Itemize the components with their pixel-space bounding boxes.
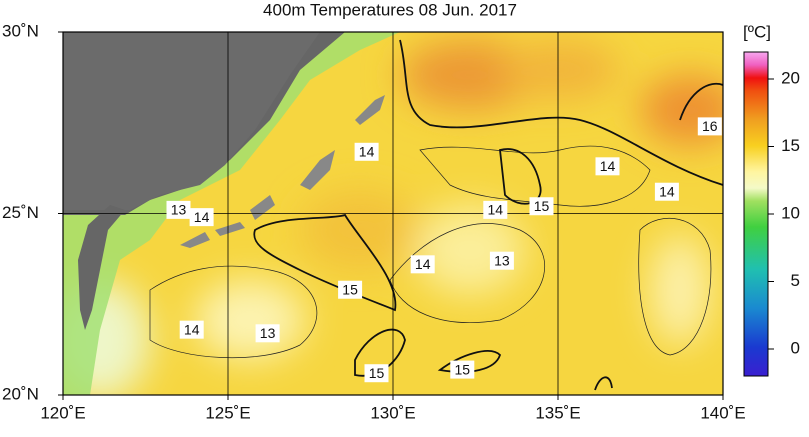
contour-label-box (595, 157, 620, 176)
contour-label: 14 (659, 183, 675, 199)
contour-label-box (166, 200, 191, 219)
contour-label-box (654, 182, 679, 201)
x-tick-label: 135˚E (535, 403, 580, 422)
contour-label: 15 (455, 361, 471, 377)
colorbar-tick-label: 10 (781, 203, 800, 222)
contour-label: 13 (260, 325, 276, 341)
colorbar-tick-label: 15 (781, 136, 800, 155)
contour-label: 16 (702, 118, 718, 134)
contour-label-box (255, 324, 280, 343)
x-tick-label: 130˚E (370, 403, 415, 422)
x-tick-label: 140˚E (700, 403, 745, 422)
contour-label: 14 (359, 143, 375, 159)
contour-label-box (179, 320, 204, 339)
title: 400m Temperatures 08 Jun. 2017 (263, 0, 517, 19)
contour-label: 13 (171, 202, 187, 218)
contour-label: 14 (415, 256, 431, 272)
contour-label-box (483, 200, 508, 219)
x-tick-label: 120˚E (40, 403, 85, 422)
contour-label-box (489, 251, 514, 270)
contour-label-box (364, 364, 389, 383)
contour-label: 14 (600, 158, 616, 174)
contour-label: 15 (534, 198, 550, 214)
contour-label: 13 (494, 252, 510, 268)
colorbar-tick-label: 20 (781, 68, 800, 87)
x-tick-label: 125˚E (205, 403, 250, 422)
contour-label: 14 (488, 202, 504, 218)
contour-label: 15 (342, 281, 358, 297)
contour-label-box (450, 360, 475, 379)
contour-label: 15 (369, 365, 385, 381)
contour-label: 14 (184, 321, 200, 337)
contour-label-box (354, 142, 379, 161)
colorbar-tick-label: 0 (791, 338, 800, 357)
contour-label-box (410, 255, 435, 274)
colorbar-tick-label: 5 (791, 271, 800, 290)
y-tick-label: 30˚N (2, 21, 39, 40)
contour-label: 14 (194, 209, 210, 225)
colorbar-label: [ºC] (743, 22, 771, 41)
contour-label-box (529, 197, 554, 216)
colorbar (743, 51, 769, 377)
contour-label-box (697, 117, 722, 136)
contour-label-box (338, 280, 363, 299)
map-field (63, 32, 723, 395)
y-tick-label: 25˚N (2, 203, 39, 222)
contour-label-box (189, 208, 214, 227)
y-tick-label: 20˚N (2, 384, 39, 403)
